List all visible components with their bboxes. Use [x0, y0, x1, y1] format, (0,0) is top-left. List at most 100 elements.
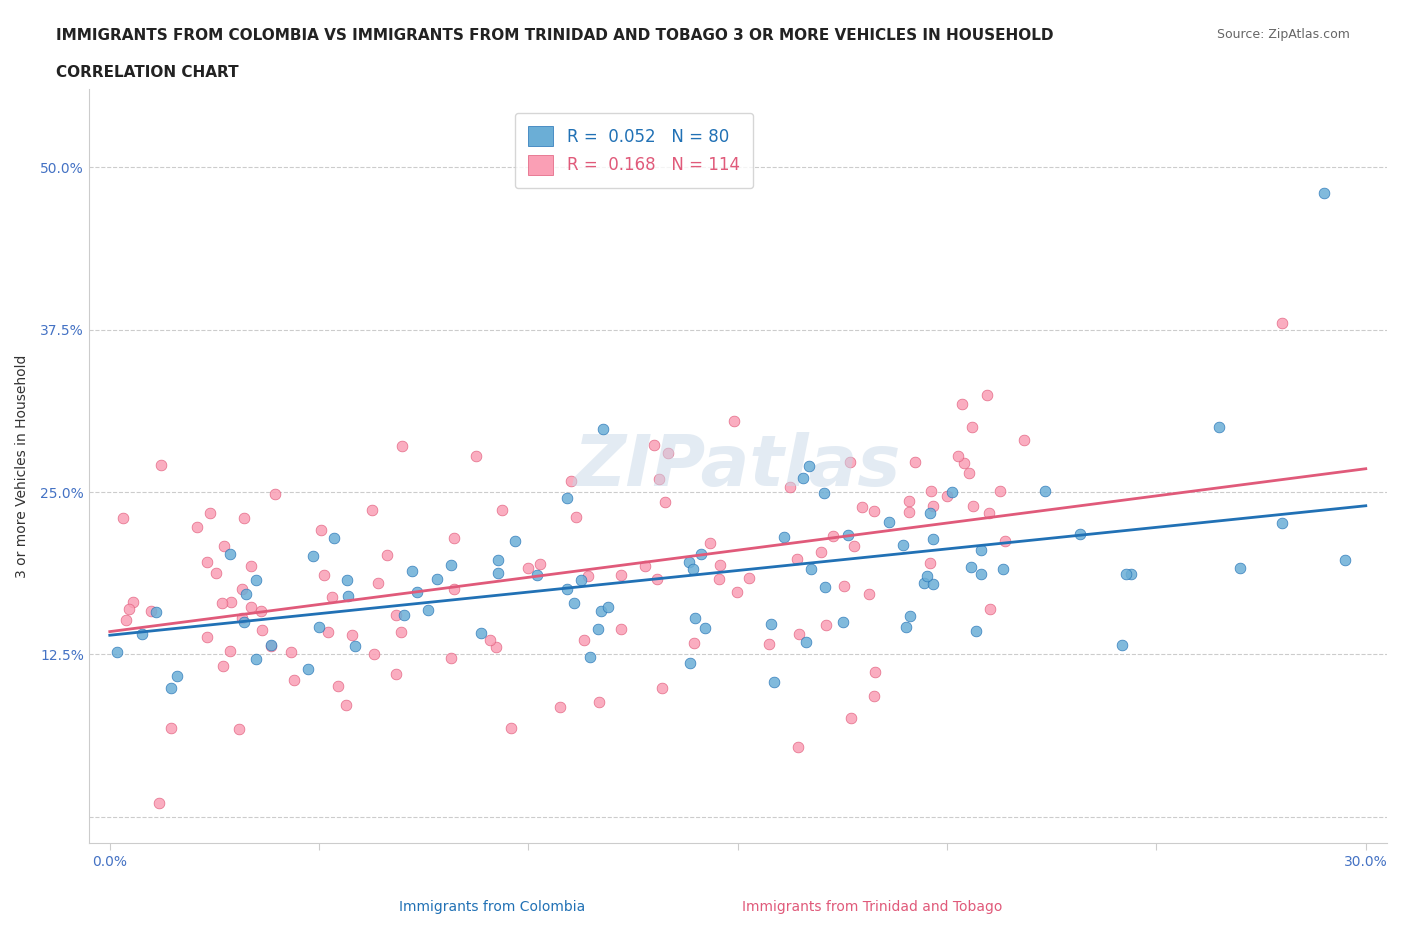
Point — [219, 594, 242, 609]
Point — [401, 564, 423, 578]
Point — [979, 601, 1001, 616]
Point — [821, 529, 844, 544]
Point — [195, 630, 218, 644]
Point — [389, 625, 412, 640]
Point — [682, 562, 704, 577]
Point — [562, 596, 585, 611]
Point — [832, 578, 855, 593]
Point — [953, 456, 976, 471]
Point — [336, 589, 359, 604]
Point — [941, 485, 963, 500]
Point — [375, 547, 398, 562]
Point — [280, 644, 302, 659]
Point — [384, 607, 406, 622]
Point — [186, 519, 208, 534]
Point — [810, 544, 832, 559]
Point — [557, 491, 579, 506]
Point — [800, 562, 823, 577]
Point — [591, 604, 613, 618]
Point — [406, 584, 429, 599]
Point — [443, 581, 465, 596]
Point — [311, 523, 333, 538]
Point — [643, 437, 665, 452]
Point — [240, 559, 263, 574]
Point — [839, 455, 862, 470]
Point — [897, 504, 920, 519]
Point — [361, 503, 384, 518]
Point — [960, 560, 983, 575]
Point — [896, 620, 918, 635]
Point — [1069, 526, 1091, 541]
Point — [839, 711, 862, 725]
Y-axis label: 3 or more Vehicles in Household: 3 or more Vehicles in Household — [15, 354, 30, 578]
Point — [335, 698, 357, 712]
Point — [679, 656, 702, 671]
Point — [988, 484, 1011, 498]
Point — [970, 566, 993, 581]
Point — [915, 568, 938, 583]
Point — [1115, 567, 1137, 582]
Point — [252, 623, 274, 638]
Point — [920, 506, 942, 521]
Point — [264, 487, 287, 502]
Point — [316, 625, 339, 640]
Point — [470, 626, 492, 641]
Point — [922, 577, 945, 591]
Point — [111, 511, 134, 525]
Point — [228, 722, 250, 737]
Point — [145, 604, 167, 619]
Point — [579, 649, 602, 664]
Point — [1271, 516, 1294, 531]
Point — [863, 503, 886, 518]
Text: Source: ZipAtlas.com: Source: ZipAtlas.com — [1216, 28, 1350, 41]
Point — [648, 472, 671, 486]
Point — [921, 498, 943, 513]
Point — [516, 561, 538, 576]
Point — [426, 571, 449, 586]
Point — [772, 529, 794, 544]
Point — [1229, 561, 1251, 576]
Point — [107, 644, 129, 659]
Legend: R =  0.052   N = 80, R =  0.168   N = 114: R = 0.052 N = 80, R = 0.168 N = 114 — [515, 113, 754, 189]
Point — [813, 485, 835, 500]
Point — [569, 573, 592, 588]
Point — [787, 626, 810, 641]
Point — [283, 673, 305, 688]
Point — [814, 579, 837, 594]
Point — [683, 610, 706, 625]
Point — [900, 609, 922, 624]
Point — [440, 557, 463, 572]
Point — [936, 489, 959, 504]
Point — [219, 644, 242, 658]
Point — [486, 565, 509, 580]
Point — [572, 632, 595, 647]
Point — [1111, 637, 1133, 652]
Point — [921, 531, 943, 546]
Point — [1271, 316, 1294, 331]
Point — [977, 506, 1000, 521]
Point — [779, 480, 801, 495]
Point — [920, 484, 942, 498]
Point — [218, 547, 240, 562]
Point — [851, 500, 873, 515]
Point — [115, 613, 138, 628]
Point — [891, 538, 914, 552]
Point — [160, 720, 183, 735]
Point — [1119, 566, 1142, 581]
Point — [363, 646, 385, 661]
Point — [799, 458, 821, 473]
Point — [588, 694, 610, 709]
Point — [141, 604, 163, 618]
Point — [250, 604, 273, 618]
Point — [994, 534, 1017, 549]
Point — [763, 675, 786, 690]
Point — [416, 603, 439, 618]
Point — [231, 611, 253, 626]
Point — [443, 530, 465, 545]
Point — [786, 740, 808, 755]
Text: IMMIGRANTS FROM COLOMBIA VS IMMIGRANTS FROM TRINIDAD AND TOBAGO 3 OR MORE VEHICL: IMMIGRANTS FROM COLOMBIA VS IMMIGRANTS F… — [56, 28, 1053, 43]
Point — [478, 632, 501, 647]
Point — [118, 601, 141, 616]
Point — [505, 534, 527, 549]
Point — [709, 557, 731, 572]
